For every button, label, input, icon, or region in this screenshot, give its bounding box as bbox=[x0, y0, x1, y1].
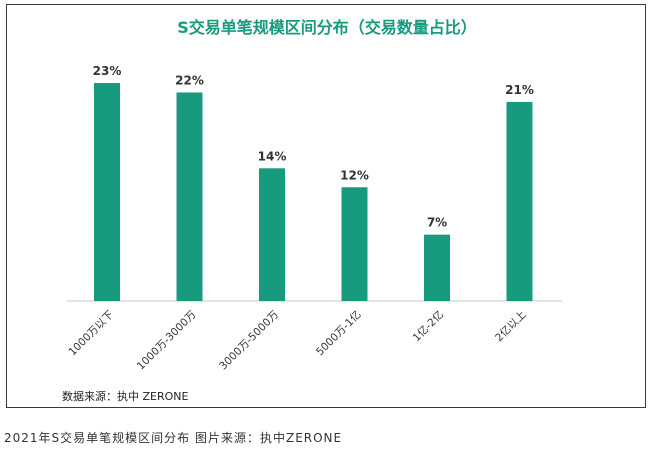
bar-2 bbox=[259, 168, 285, 301]
data-label-1: 22% bbox=[175, 73, 204, 87]
bar-1 bbox=[176, 92, 203, 301]
x-tick-label-5: 2亿以上 bbox=[492, 308, 528, 344]
bar-4 bbox=[424, 234, 450, 301]
data-label-3: 12% bbox=[340, 168, 369, 182]
bar-chart: 23% 1000万以下 22% 1000万-3000万 14% 3000万-5000万 12… bbox=[66, 64, 562, 373]
chart-frame: S交易单笔规模区间分布（交易数量占比） 23% 1000万以下 22% 1000万-3… bbox=[6, 4, 646, 408]
data-label-5: 21% bbox=[505, 83, 534, 97]
x-tick-label-3: 5000万-1亿 bbox=[313, 308, 363, 358]
bar-0 bbox=[94, 83, 120, 301]
data-label-0: 23% bbox=[93, 64, 122, 78]
x-tick-label-4: 1亿-2亿 bbox=[410, 308, 446, 344]
bar-5 bbox=[506, 101, 533, 302]
bar-3 bbox=[341, 187, 368, 301]
source-note: 数据来源：执中 ZERONE bbox=[62, 390, 189, 403]
data-label-4: 7% bbox=[427, 216, 447, 230]
data-label-2: 14% bbox=[258, 149, 287, 163]
x-tick-label-1: 1000万-3000万 bbox=[135, 309, 199, 373]
x-tick-label-2: 3000万-5000万 bbox=[217, 309, 281, 373]
x-tick-label-0: 1000万以下 bbox=[66, 309, 116, 359]
image-caption: 2021年S交易单笔规模区间分布 图片来源：执中ZERONE bbox=[4, 431, 343, 445]
chart-title: S交易单笔规模区间分布（交易数量占比） bbox=[177, 18, 477, 37]
